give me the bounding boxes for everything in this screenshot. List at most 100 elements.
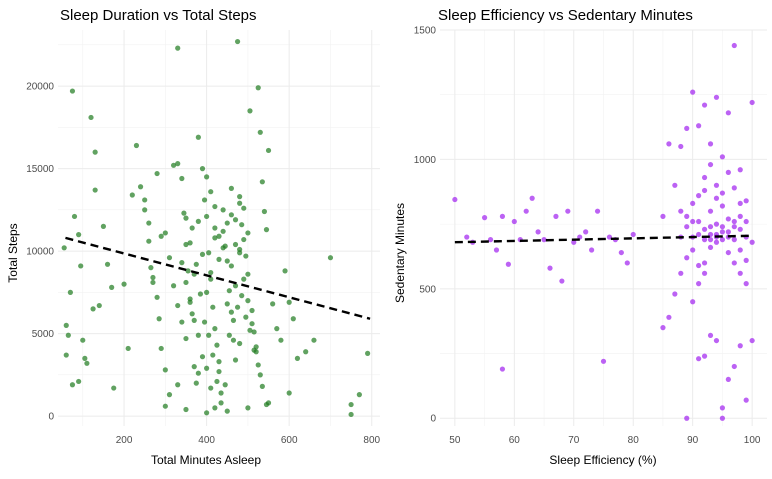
data-point: [208, 276, 214, 282]
data-point: [142, 207, 148, 213]
data-point: [245, 405, 251, 411]
data-point: [282, 268, 288, 274]
data-point: [187, 240, 193, 246]
data-point: [666, 314, 672, 320]
data-point: [69, 88, 76, 94]
data-point: [220, 228, 226, 234]
data-point: [63, 322, 69, 328]
sleep-efficiency-panel: Sleep Efficiency vs Sedentary Minutes 50…: [393, 7, 767, 467]
data-point: [731, 224, 737, 230]
data-point: [189, 225, 195, 231]
data-point: [701, 102, 708, 108]
data-point: [725, 249, 731, 256]
data-point: [249, 321, 255, 327]
data-point: [481, 215, 488, 221]
data-point: [220, 207, 226, 213]
data-point: [696, 193, 702, 199]
data-point: [245, 230, 251, 236]
data-point: [230, 317, 237, 323]
data-point: [185, 268, 191, 274]
data-point: [257, 372, 263, 378]
data-point: [208, 189, 214, 195]
data-point: [571, 239, 577, 245]
sleep-duration-panel: Sleep Duration vs Total Steps 200 400 600 8…: [6, 7, 381, 467]
data-point: [511, 218, 517, 225]
data-point: [731, 260, 737, 266]
trend-line: [454, 234, 753, 244]
data-point: [594, 208, 601, 214]
x-tick-label: 90: [687, 435, 699, 446]
data-point: [104, 261, 111, 267]
data-point: [208, 385, 214, 391]
trend-line: [65, 236, 371, 320]
data-point: [206, 332, 212, 338]
data-point: [109, 284, 115, 290]
data-point: [690, 247, 696, 253]
y-tick-label: 0: [48, 412, 54, 423]
data-point: [69, 382, 76, 388]
data-point: [243, 253, 249, 259]
data-point: [541, 237, 547, 243]
data-point: [356, 392, 362, 398]
data-point: [237, 200, 243, 206]
x-tick-label: 100: [744, 435, 761, 446]
data-point: [690, 218, 696, 225]
data-point: [156, 316, 162, 322]
data-point: [245, 298, 251, 304]
data-point: [210, 304, 216, 310]
data-point: [90, 306, 96, 312]
data-point: [553, 213, 559, 219]
data-point: [678, 270, 684, 276]
data-point: [737, 213, 743, 219]
data-point: [265, 147, 272, 154]
data-point: [749, 99, 755, 106]
data-point: [183, 279, 189, 286]
data-point: [179, 260, 185, 266]
data-point: [278, 337, 284, 343]
data-point: [137, 184, 144, 190]
data-point: [696, 356, 702, 362]
data-point: [696, 281, 702, 287]
data-point: [208, 269, 214, 276]
data-point: [713, 239, 720, 245]
data-point: [696, 262, 702, 269]
x-tick-label: 70: [568, 435, 580, 446]
data-point: [672, 182, 678, 188]
data-point: [719, 237, 726, 243]
data-point: [232, 241, 239, 248]
data-point: [183, 335, 189, 342]
data-point: [535, 229, 541, 235]
data-point: [158, 345, 164, 352]
data-point: [672, 291, 678, 297]
data-point: [464, 234, 470, 240]
data-point: [80, 337, 86, 343]
data-point: [162, 403, 168, 409]
data-point: [181, 210, 187, 216]
data-point: [199, 166, 206, 172]
data-point: [216, 233, 222, 239]
data-point: [589, 247, 595, 253]
data-point: [65, 332, 71, 338]
data-point: [237, 340, 243, 347]
y-tick-label: 0: [430, 414, 436, 425]
data-point: [713, 195, 720, 201]
data-point: [719, 229, 726, 235]
data-point: [232, 283, 239, 289]
data-point: [187, 299, 193, 305]
data-point: [701, 237, 708, 243]
data-point: [719, 224, 726, 230]
data-point: [239, 222, 245, 228]
data-point: [230, 337, 237, 343]
data-point: [684, 415, 690, 421]
data-point: [559, 278, 565, 284]
y-tick-label: 1500: [414, 26, 437, 37]
data-point: [195, 332, 201, 338]
data-point: [78, 263, 84, 269]
y-tick-label: 5000: [32, 329, 55, 340]
data-point: [175, 161, 181, 167]
data-point: [263, 227, 270, 233]
data-point: [719, 154, 726, 160]
data-point: [162, 367, 168, 373]
data-point: [232, 217, 239, 223]
